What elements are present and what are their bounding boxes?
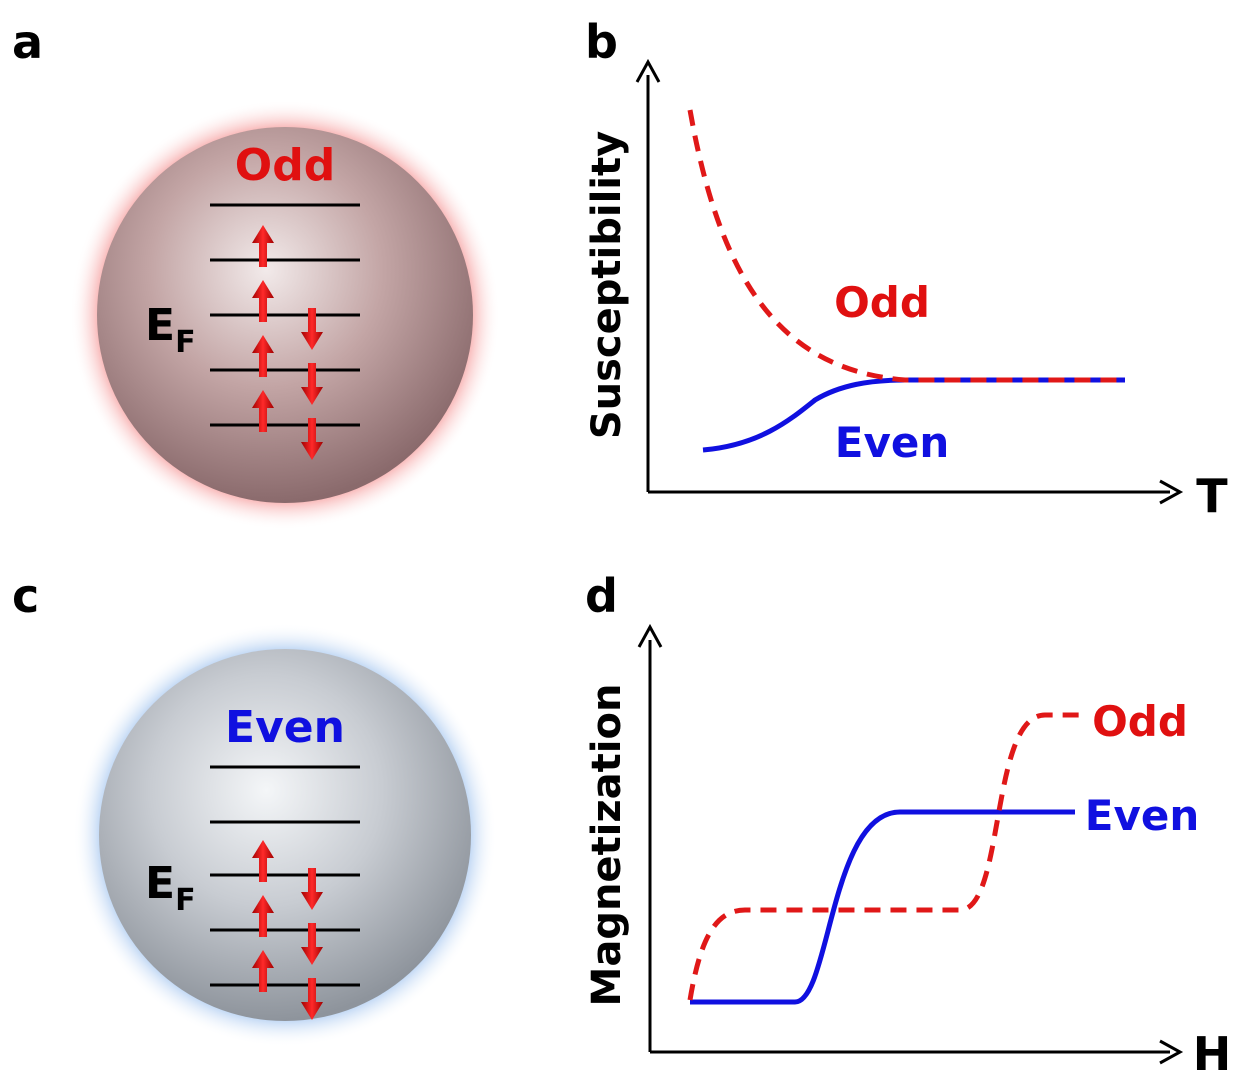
panel-label: c bbox=[12, 569, 39, 623]
curve-label: Odd bbox=[1092, 697, 1188, 746]
odd-curve bbox=[690, 110, 1125, 380]
panel-label: d bbox=[585, 569, 618, 623]
fermi-sub: F bbox=[175, 883, 196, 918]
panel-label: a bbox=[12, 15, 43, 69]
figure: a Odd EF b T Susceptibility Odd Even c E… bbox=[0, 0, 1239, 1075]
odd-curve bbox=[690, 715, 1080, 1000]
panel-label: b bbox=[585, 15, 618, 69]
axes bbox=[639, 627, 1180, 1063]
particle-label: Even bbox=[225, 702, 345, 753]
curve-label: Odd bbox=[834, 278, 930, 327]
y-axis-label: Magnetization bbox=[584, 684, 630, 1007]
x-axis-label: T bbox=[1196, 469, 1228, 523]
fermi-main: E bbox=[145, 300, 175, 351]
fermi-main: E bbox=[145, 858, 175, 909]
particle-label: Odd bbox=[235, 140, 335, 191]
x-axis-label: H bbox=[1193, 1027, 1232, 1075]
curve-label: Even bbox=[835, 418, 949, 467]
even-curve bbox=[690, 812, 1075, 1002]
y-axis-label: Susceptibility bbox=[584, 131, 630, 439]
curve-label: Even bbox=[1085, 791, 1199, 840]
fermi-sub: F bbox=[175, 325, 196, 360]
